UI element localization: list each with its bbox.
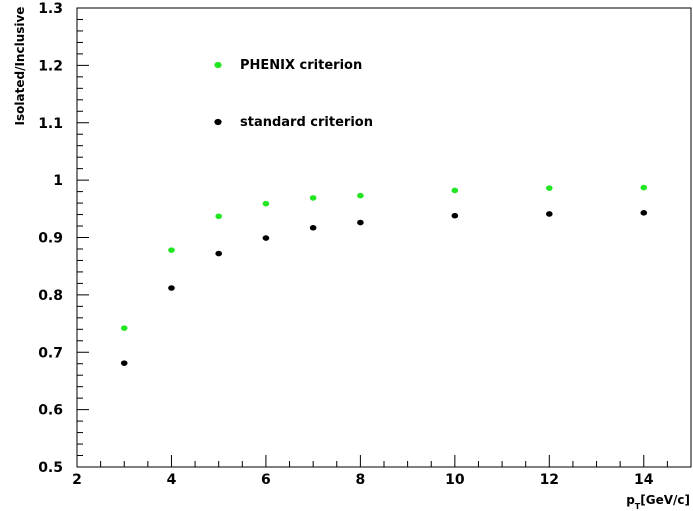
phenix-criterion-point	[451, 187, 459, 194]
x-axis-label: pT[GeV/c]	[626, 493, 690, 511]
x-tick-label: 10	[445, 472, 465, 488]
x-tick-label: 2	[72, 472, 82, 488]
standard-criterion-point	[451, 212, 459, 219]
standard-criterion-point	[120, 360, 128, 366]
phenix-criterion-point	[640, 184, 648, 191]
y-tick-label: 0.6	[38, 403, 63, 419]
legend: PHENIX criterion standard criterion	[214, 58, 373, 130]
phenix-criterion-point	[309, 195, 317, 201]
x-tick-label: 12	[540, 472, 559, 488]
tick-labels: 2 4 6 8 10 12 14 0.5 0.6 0.7 0.8 0.9 1 1.1 1.2 1.3	[38, 1, 654, 488]
y-axis-label: Isolated/Inclusive	[13, 7, 27, 126]
phenix-criterion-point	[215, 213, 222, 220]
phenix-criterion-point	[357, 192, 364, 199]
x-tick-label: 6	[261, 472, 271, 488]
x-tick-label: 14	[634, 472, 654, 488]
y-tick-label: 1.2	[38, 58, 63, 74]
phenix-criterion-point	[262, 200, 270, 207]
standard-criterion-point	[640, 210, 648, 216]
y-tick-label: 0.8	[38, 288, 63, 304]
standard-criterion-point	[215, 250, 222, 257]
standard-criterion-point	[168, 285, 175, 291]
plot-frame	[76, 7, 692, 468]
plot-area-border	[76, 7, 692, 468]
y-tick-label: 1.3	[38, 1, 63, 17]
phenix-criterion-point	[120, 325, 128, 331]
y-tick-label: 0.9	[38, 231, 63, 247]
y-tick-label: 0.5	[38, 460, 63, 476]
y-tick-label: 1	[53, 173, 63, 189]
legend-label-phenix-criterion: PHENIX criterion	[240, 58, 362, 73]
standard-criterion-point	[546, 211, 553, 217]
x-tick-label: 4	[167, 472, 177, 488]
standard-criterion-point	[262, 235, 270, 241]
legend-label-standard-criterion: standard criterion	[240, 115, 373, 130]
y-tick-label: 0.7	[38, 345, 63, 361]
standard-criterion-point	[309, 224, 317, 231]
standard-criterion-point	[357, 219, 364, 226]
axis-ticks	[76, 7, 692, 468]
x-tick-label: 8	[356, 472, 366, 488]
phenix-criterion-point	[546, 185, 553, 191]
data-points	[120, 184, 648, 366]
legend-marker-standard-criterion	[214, 118, 222, 126]
y-tick-label: 1.1	[38, 116, 63, 132]
phenix-criterion-point	[168, 247, 175, 253]
legend-marker-phenix-criterion	[214, 61, 222, 69]
